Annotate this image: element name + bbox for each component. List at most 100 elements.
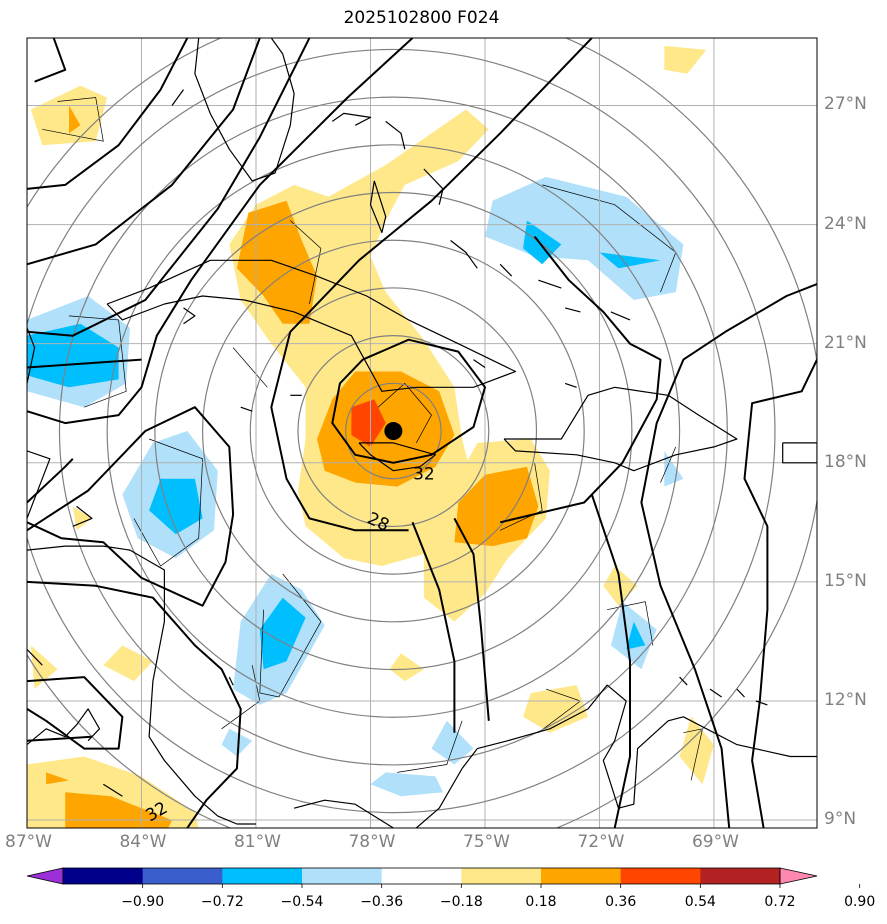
colorbar-swatch: [620, 868, 701, 884]
latitude-label: 18°N: [824, 451, 867, 472]
anomaly-shading: [27, 323, 119, 388]
range-ring: [249, 287, 538, 575]
height-contour: [331, 338, 486, 464]
height-contour: [27, 458, 74, 504]
coastline: [736, 688, 745, 698]
shading-contour: [660, 446, 677, 483]
coastline: [473, 359, 486, 368]
shading-contour: [290, 220, 322, 305]
colorbar-tick-label: −0.36: [360, 894, 404, 910]
range-ring: [345, 382, 442, 480]
anomaly-shading: [370, 772, 443, 797]
coastline: [679, 676, 688, 686]
coastline: [102, 783, 123, 797]
coastline: [228, 676, 234, 686]
range-ring: [201, 239, 585, 623]
map-frame: [26, 37, 818, 829]
coastline: [293, 799, 394, 828]
height-contour: [27, 38, 414, 425]
anomaly-shading: [431, 720, 474, 765]
latitude-label: 9°N: [824, 809, 857, 830]
coastline: [27, 327, 36, 384]
coastline: [709, 688, 722, 698]
range-ring: [154, 191, 633, 671]
coastline: [610, 311, 631, 321]
height-contour: [27, 735, 92, 742]
shading-contour: [377, 382, 432, 444]
shading-contour: [397, 720, 463, 773]
coastline: [331, 112, 372, 126]
colorbar-extend-right: [779, 867, 818, 885]
colorbar-swatch: [142, 868, 223, 884]
coastline: [240, 406, 253, 412]
anomaly-shading: [679, 716, 714, 785]
height-contour: [27, 38, 311, 337]
coastline: [369, 180, 387, 234]
colorbar-tick-label: −0.72: [200, 894, 244, 910]
height-contour: [27, 38, 261, 266]
storm-center-marker: [384, 422, 403, 441]
coastline: [782, 442, 817, 464]
colorbar-extend-left: [26, 867, 64, 885]
colorbar-swatch: [461, 868, 542, 884]
colorbar-tick-label: 0.72: [764, 894, 796, 910]
coastline: [499, 263, 513, 277]
colorbar-tick-label: −0.54: [280, 894, 324, 910]
height-contour: [27, 358, 142, 369]
longitude-label: 78°W: [348, 832, 396, 852]
coastline: [503, 386, 738, 472]
coastline: [385, 120, 406, 150]
colorbar-swatch: [381, 868, 462, 884]
shading-contour: [133, 438, 203, 567]
longitude-label: 69°W: [691, 832, 739, 852]
longitude-label: 75°W: [462, 832, 510, 852]
coastline: [564, 382, 577, 388]
shading-contour: [68, 315, 127, 408]
height-contour: [27, 406, 235, 607]
height-contour: [34, 38, 67, 83]
height-contour: [499, 235, 662, 524]
latitude-label: 27°N: [824, 94, 867, 115]
coastline: [755, 700, 768, 706]
shading-contour: [500, 462, 543, 531]
anomaly-shading: [65, 792, 172, 828]
anomaly-shading: [664, 45, 707, 74]
coastline: [183, 307, 196, 325]
coastline: [358, 442, 436, 472]
anomaly-shading: [599, 252, 661, 269]
anomaly-shading: [454, 466, 539, 547]
colorbar-swatch: [302, 868, 383, 884]
anomaly-shading: [72, 506, 92, 531]
colorbar-swatch: [700, 868, 781, 884]
coastline: [106, 259, 517, 392]
height-contour: [411, 521, 456, 733]
colorbar: [26, 867, 861, 888]
height-contour: [590, 494, 631, 828]
latitude-label: 12°N: [824, 689, 867, 710]
longitude-label: 84°W: [119, 832, 167, 852]
colorbar-swatch: [541, 868, 622, 884]
anomaly-shading: [485, 176, 684, 300]
range-ring: [106, 144, 681, 718]
latitude-label: 21°N: [824, 332, 867, 353]
anomaly-shading: [46, 772, 69, 785]
anomaly-shading: [69, 105, 81, 134]
anomaly-shading: [103, 645, 153, 682]
coastline: [27, 648, 43, 666]
anomaly-shading: [626, 621, 646, 650]
range-ring: [27, 48, 776, 814]
coastline: [450, 240, 478, 269]
colorbar-tick-label: −0.18: [439, 894, 483, 910]
anomaly-shading: [523, 685, 588, 733]
coastline: [564, 307, 581, 313]
colorbar-frame: [62, 867, 781, 885]
height-contour: [270, 38, 593, 532]
colorbar-swatch: [222, 868, 303, 884]
anomaly-shading: [351, 399, 386, 447]
colorbar-tick-label: −0.90: [121, 894, 165, 910]
coastline: [27, 545, 256, 825]
shading-contour: [259, 573, 322, 698]
anomaly-shading: [389, 653, 424, 682]
